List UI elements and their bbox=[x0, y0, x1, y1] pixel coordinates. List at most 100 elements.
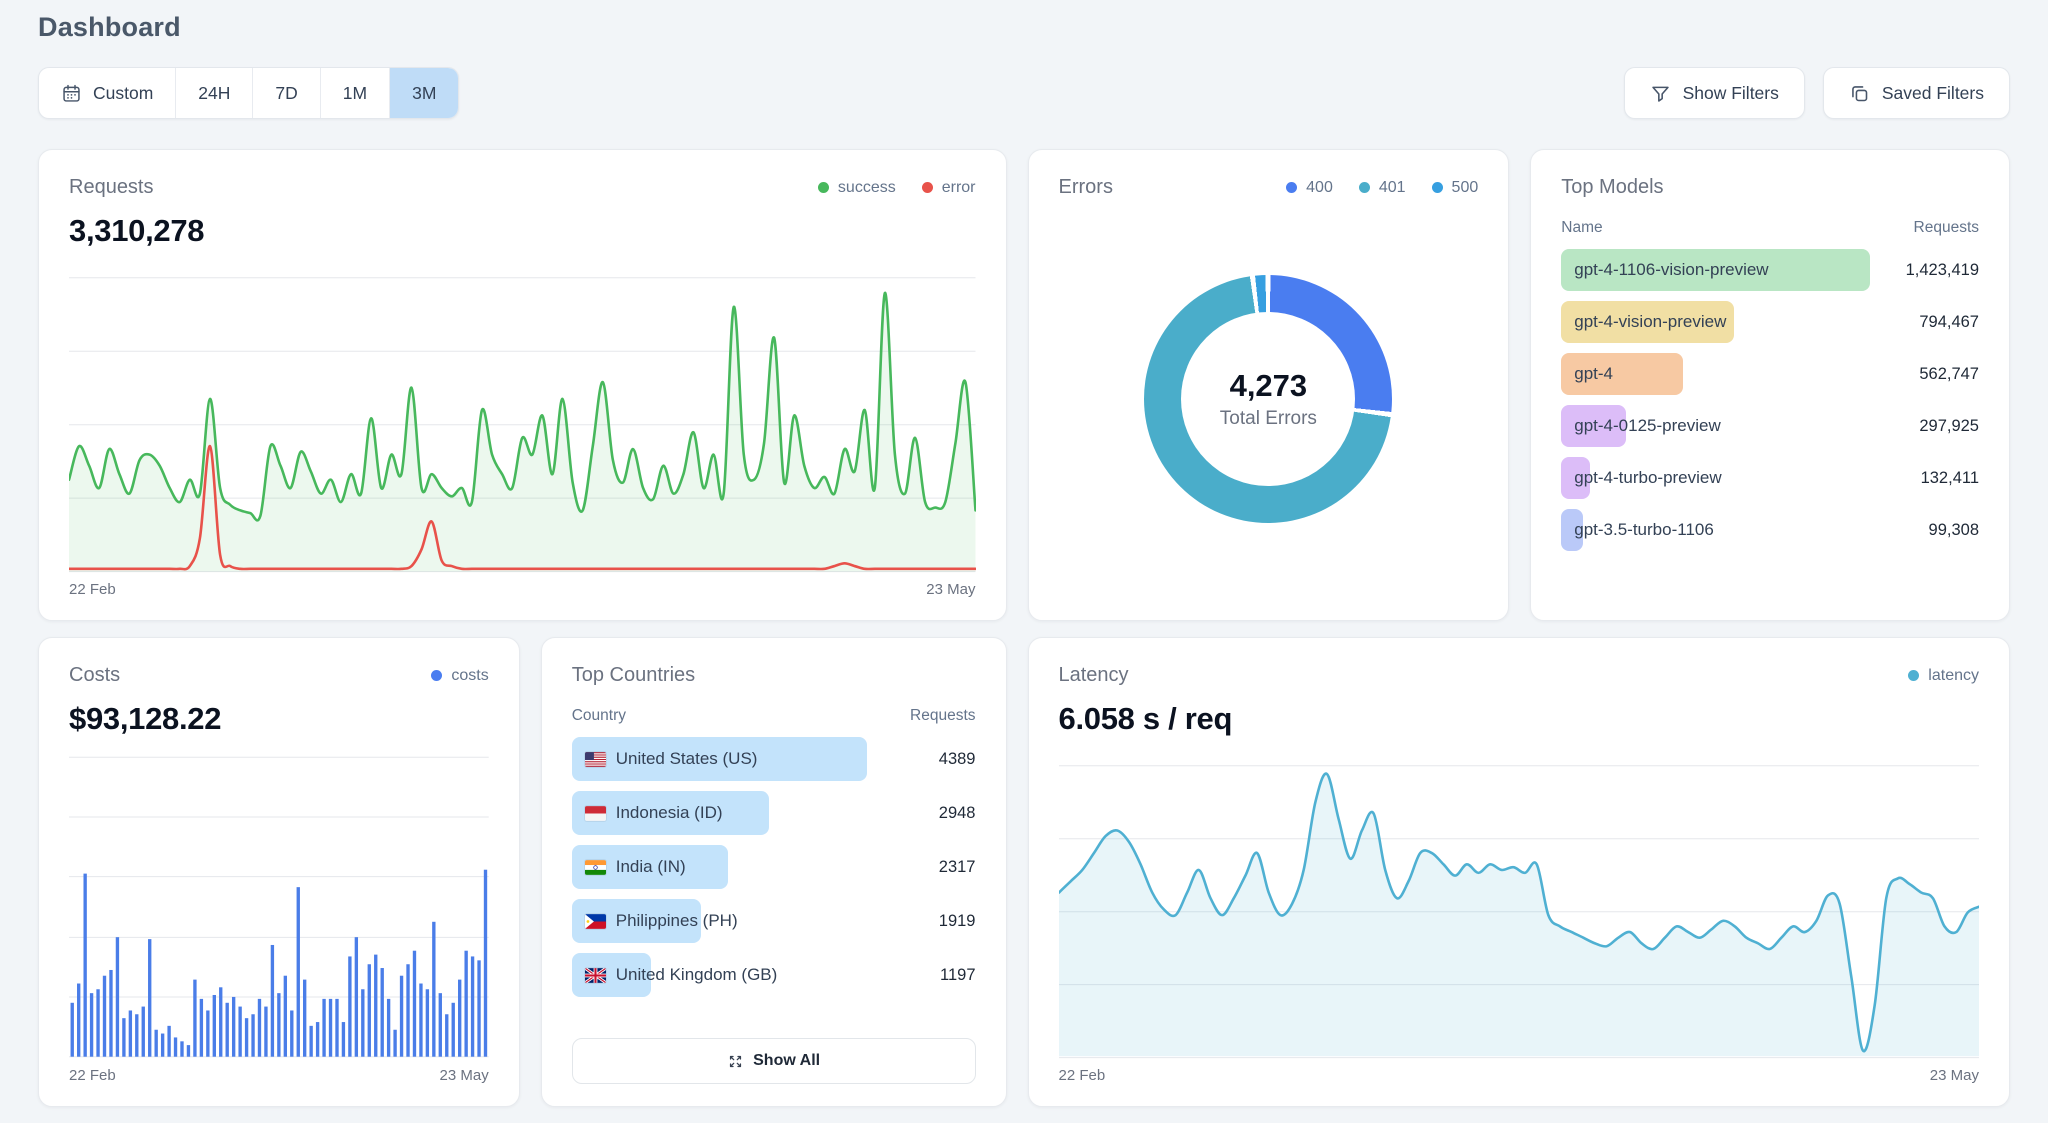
costs-axis-end-label: 23 May bbox=[439, 1067, 489, 1084]
legend-dot-latency bbox=[1908, 670, 1920, 681]
costs-bar-chart-svg bbox=[69, 755, 489, 1059]
model-bar-cell: gpt-4-vision-preview bbox=[1561, 301, 1870, 343]
filter-funnel-icon bbox=[1650, 83, 1671, 104]
flag-ph-icon bbox=[584, 913, 606, 929]
time-range-3m-button[interactable]: 3M bbox=[389, 68, 459, 118]
toolbar-right: Show Filters Saved Filters bbox=[1623, 67, 2010, 119]
legend-item-401: 401 bbox=[1358, 179, 1406, 197]
model-bar-cell: gpt-4-turbo-preview bbox=[1561, 457, 1870, 499]
errors-donut-wrap: 4,273 Total Errors bbox=[1059, 199, 1479, 598]
country-bar-cell: United Kingdom (GB) bbox=[571, 953, 867, 997]
model-name-label: gpt-4 bbox=[1574, 364, 1613, 383]
model-row: gpt-4-vision-preview 794,467 bbox=[1561, 301, 1979, 343]
requests-legend: success error bbox=[817, 178, 976, 197]
model-bar bbox=[1561, 405, 1626, 447]
time-range-1m-button[interactable]: 1M bbox=[319, 68, 389, 118]
country-requests-value: 2948 bbox=[938, 803, 976, 822]
countries-col-requests-header: Requests bbox=[910, 707, 976, 724]
latency-line-chart bbox=[1058, 763, 1979, 1059]
top-countries-card: Top Countries Country Requests United St… bbox=[540, 637, 1007, 1107]
show-filters-button[interactable]: Show Filters bbox=[1623, 67, 1805, 119]
model-requests-value: 132,411 bbox=[1920, 468, 1979, 487]
model-requests-value: 1,423,419 bbox=[1905, 260, 1979, 279]
time-range-24h-button[interactable]: 24H bbox=[175, 68, 252, 118]
requests-axis-end-label: 23 May bbox=[926, 581, 976, 598]
show-all-button[interactable]: Show All bbox=[571, 1038, 976, 1084]
country-row: United Kingdom (GB) 1197 bbox=[571, 953, 976, 997]
country-requests-value: 2317 bbox=[938, 857, 976, 876]
time-range-control: Custom 24H 7D 1M 3M bbox=[38, 67, 460, 119]
latency-card: Latency latency 6.058 s / req 22 Feb 23 … bbox=[1027, 637, 2010, 1107]
model-row: gpt-4 562,747 bbox=[1561, 353, 1979, 395]
time-range-label: 3M bbox=[412, 82, 437, 103]
time-range-label: 7D bbox=[275, 82, 298, 103]
chart-requests-svg bbox=[69, 275, 976, 573]
legend-dot-401 bbox=[1358, 182, 1370, 193]
legend-label: 400 bbox=[1306, 178, 1333, 196]
model-bar-cell: gpt-3.5-turbo-1106 bbox=[1561, 509, 1870, 551]
total-errors-label: Total Errors bbox=[1219, 407, 1317, 429]
model-name-label: gpt-4-turbo-preview bbox=[1574, 468, 1722, 487]
model-row: gpt-4-1106-vision-preview 1,423,419 bbox=[1561, 249, 1979, 291]
latency-axis-end-label: 23 May bbox=[1929, 1067, 1979, 1084]
model-row: gpt-4-0125-preview 297,925 bbox=[1561, 405, 1979, 447]
saved-filters-button[interactable]: Saved Filters bbox=[1822, 67, 2010, 119]
model-name-label: gpt-4-0125-preview bbox=[1574, 416, 1721, 435]
legend-dot-error bbox=[921, 182, 933, 193]
flag-in-icon bbox=[584, 859, 606, 875]
country-name-text: India (IN) bbox=[615, 857, 686, 876]
legend-dot-500 bbox=[1431, 182, 1443, 193]
total-errors-value: 4,273 bbox=[1229, 367, 1308, 403]
show-all-label: Show All bbox=[753, 1052, 821, 1069]
model-row: gpt-4-turbo-preview 132,411 bbox=[1561, 457, 1979, 499]
legend-item-400: 400 bbox=[1286, 179, 1333, 197]
model-bar bbox=[1561, 353, 1684, 395]
models-col-name-header: Name bbox=[1561, 219, 1603, 236]
legend-dot-success bbox=[817, 182, 829, 193]
legend-label: costs bbox=[451, 666, 489, 684]
costs-card-title: Costs bbox=[69, 664, 121, 686]
requests-line-chart bbox=[69, 275, 976, 573]
model-bar bbox=[1561, 509, 1583, 551]
flag-us-icon bbox=[584, 751, 606, 767]
top-models-card-title: Top Models bbox=[1561, 176, 1664, 198]
legend-item-costs: costs bbox=[431, 666, 489, 685]
top-models-card: Top Models Name Requests gpt-4-1106-visi… bbox=[1530, 149, 2010, 621]
country-row: Indonesia (ID) 2948 bbox=[571, 791, 976, 835]
errors-card-title: Errors bbox=[1058, 176, 1113, 198]
country-name-text: Philippines (PH) bbox=[615, 911, 738, 930]
model-bar-cell: gpt-4-1106-vision-preview bbox=[1561, 249, 1870, 291]
time-range-custom-button[interactable]: Custom bbox=[39, 68, 175, 118]
costs-bar-chart bbox=[69, 755, 489, 1059]
model-bar bbox=[1561, 249, 1870, 291]
model-bar-cell: gpt-4-0125-preview bbox=[1561, 405, 1870, 447]
model-bar bbox=[1561, 301, 1734, 343]
country-name-text: United Kingdom (GB) bbox=[615, 965, 778, 984]
show-filters-label: Show Filters bbox=[1682, 82, 1779, 103]
legend-dot-400 bbox=[1286, 182, 1298, 193]
latency-card-title: Latency bbox=[1058, 664, 1129, 686]
top-countries-list: United States (US) 4389 Indonesia (ID) 2948… bbox=[571, 727, 976, 997]
country-name-label: United Kingdom (GB) bbox=[572, 953, 867, 997]
flag-id-icon bbox=[584, 805, 606, 821]
errors-donut-center: 4,273 Total Errors bbox=[1181, 311, 1356, 486]
country-name-text: United States (US) bbox=[615, 749, 758, 768]
requests-total-value: 3,310,278 bbox=[69, 213, 205, 248]
legend-label: error bbox=[941, 178, 976, 196]
latency-axis-start-label: 22 Feb bbox=[1058, 1067, 1106, 1084]
time-range-label: Custom bbox=[93, 82, 154, 103]
calendar-icon bbox=[61, 83, 82, 104]
expand-arrows-icon bbox=[727, 1053, 744, 1070]
costs-total-value: $93,128.22 bbox=[69, 701, 222, 736]
requests-card-title: Requests bbox=[69, 176, 154, 198]
costs-card: Costs costs $93,128.22 22 Feb 23 May bbox=[38, 637, 520, 1107]
country-requests-value: 1919 bbox=[938, 911, 976, 930]
country-requests-value: 4389 bbox=[938, 749, 976, 768]
country-name-label: United States (US) bbox=[572, 737, 867, 781]
time-range-7d-button[interactable]: 7D bbox=[252, 68, 319, 118]
costs-axis-start-label: 22 Feb bbox=[69, 1067, 116, 1084]
saved-filters-copy-icon bbox=[1849, 83, 1870, 104]
legend-label: 500 bbox=[1451, 178, 1479, 196]
errors-donut-chart: 4,273 Total Errors bbox=[1144, 274, 1393, 523]
